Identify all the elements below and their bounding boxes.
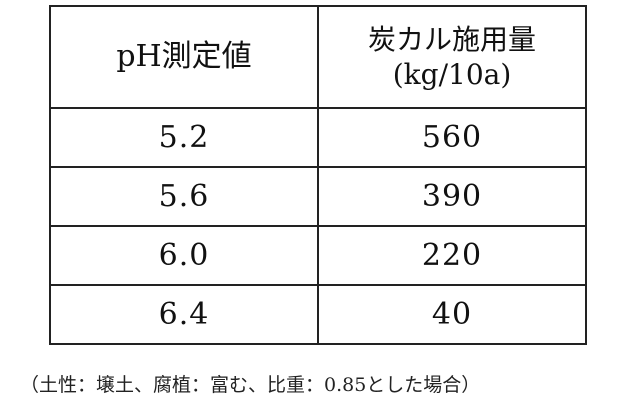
amount-value-cell: 220: [317, 225, 587, 286]
table-row: 6.0 220: [49, 225, 587, 286]
table-row: 5.6 390: [49, 166, 587, 227]
ph-value-cell: 6.0: [49, 225, 319, 286]
ph-value-cell: 5.2: [49, 107, 319, 168]
header-ph: pH測定値: [49, 5, 319, 109]
lime-application-table: pH測定値 炭カル施用量 (kg/10a) 5.2 560 5.6 390 6.…: [49, 5, 587, 345]
table-footnote: （土性：壌土、腐植：富む、比重：0.85とした場合）: [20, 374, 481, 396]
amount-value-cell: 40: [317, 284, 587, 345]
lime-application-table-container: pH測定値 炭カル施用量 (kg/10a) 5.2 560 5.6 390 6.…: [49, 5, 587, 353]
table-row: 5.2 560: [49, 107, 587, 168]
table-header-row: pH測定値 炭カル施用量 (kg/10a): [49, 5, 587, 109]
header-amount: 炭カル施用量 (kg/10a): [317, 5, 587, 109]
ph-value-cell: 5.6: [49, 166, 319, 227]
ph-value-cell: 6.4: [49, 284, 319, 345]
header-amount-unit: (kg/10a): [392, 58, 512, 91]
header-amount-title: 炭カル施用量: [367, 23, 536, 56]
amount-value-cell: 560: [317, 107, 587, 168]
amount-value-cell: 390: [317, 166, 587, 227]
table-row: 6.4 40: [49, 284, 587, 345]
